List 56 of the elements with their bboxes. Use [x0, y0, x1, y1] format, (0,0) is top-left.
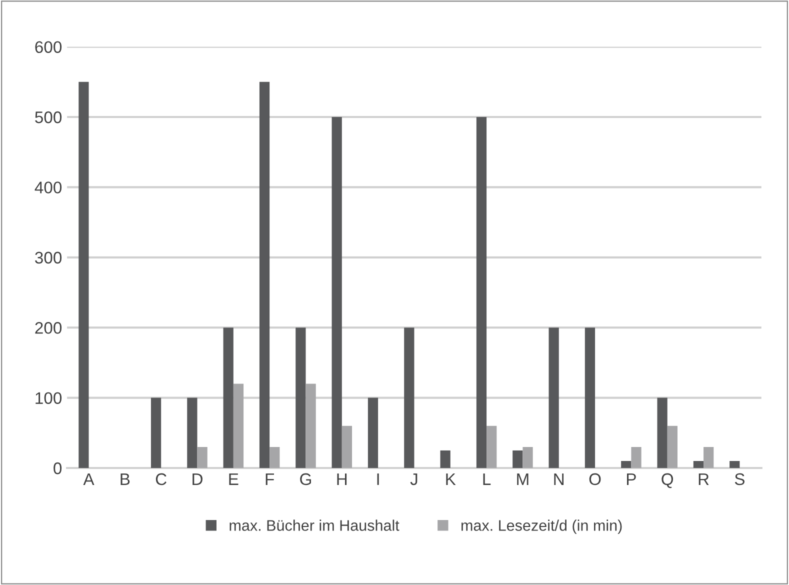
bar — [512, 450, 523, 468]
y-tick-label: 600 — [35, 41, 62, 54]
bar — [476, 117, 487, 468]
bar — [621, 460, 632, 468]
bar — [704, 446, 714, 468]
x-tick-label: A — [83, 473, 94, 485]
bar — [259, 82, 270, 468]
bar — [730, 460, 740, 468]
x-tick-label: H — [337, 473, 347, 485]
y-tick-label: 300 — [35, 252, 62, 264]
x-tick-label: L — [483, 473, 491, 485]
bar — [522, 446, 533, 468]
bar — [584, 328, 596, 468]
x-tick-label: E — [229, 473, 238, 485]
bar — [404, 328, 414, 468]
x-tick-label: Q — [662, 473, 674, 488]
bar — [306, 384, 316, 468]
bar — [548, 328, 559, 468]
bar — [296, 328, 306, 468]
bar — [332, 117, 342, 468]
x-tick-label: S — [734, 473, 744, 486]
y-tick-label: 500 — [35, 111, 62, 124]
bar — [197, 446, 208, 468]
x-tick-label: C — [156, 473, 166, 486]
x-tick-label: G — [300, 473, 311, 486]
x-tick-label: O — [589, 473, 601, 486]
bar — [233, 384, 244, 468]
bar — [693, 460, 704, 468]
x-tick-label: K — [446, 473, 456, 485]
x-tick-label: R — [698, 473, 709, 485]
x-tick-label: I — [377, 473, 379, 485]
y-tick-label: 400 — [34, 182, 62, 194]
bar — [631, 446, 642, 468]
bar — [368, 398, 378, 468]
bar — [78, 82, 89, 468]
legend-label: max. Bücher im Haushalt — [230, 520, 400, 531]
legend-label: max. Lesezeit/d (in min) — [462, 520, 622, 534]
y-tick-label: 200 — [35, 322, 62, 334]
x-tick-label: D — [192, 473, 202, 485]
bar — [667, 426, 678, 468]
bar — [223, 328, 234, 468]
bar — [270, 446, 280, 468]
x-tick-label: B — [120, 473, 130, 485]
y-tick-label: 0 — [54, 462, 62, 474]
y-tick-label: 100 — [36, 392, 62, 404]
bar — [150, 398, 162, 468]
x-tick-label: F — [266, 473, 274, 485]
bar — [187, 398, 198, 468]
bar — [486, 426, 497, 468]
bar — [657, 398, 668, 468]
x-tick-label: P — [627, 473, 636, 485]
bar — [440, 450, 450, 468]
bar — [342, 426, 352, 468]
x-tick-label: M — [517, 473, 528, 485]
x-tick-label: J — [410, 473, 418, 486]
x-tick-label: N — [554, 473, 564, 485]
